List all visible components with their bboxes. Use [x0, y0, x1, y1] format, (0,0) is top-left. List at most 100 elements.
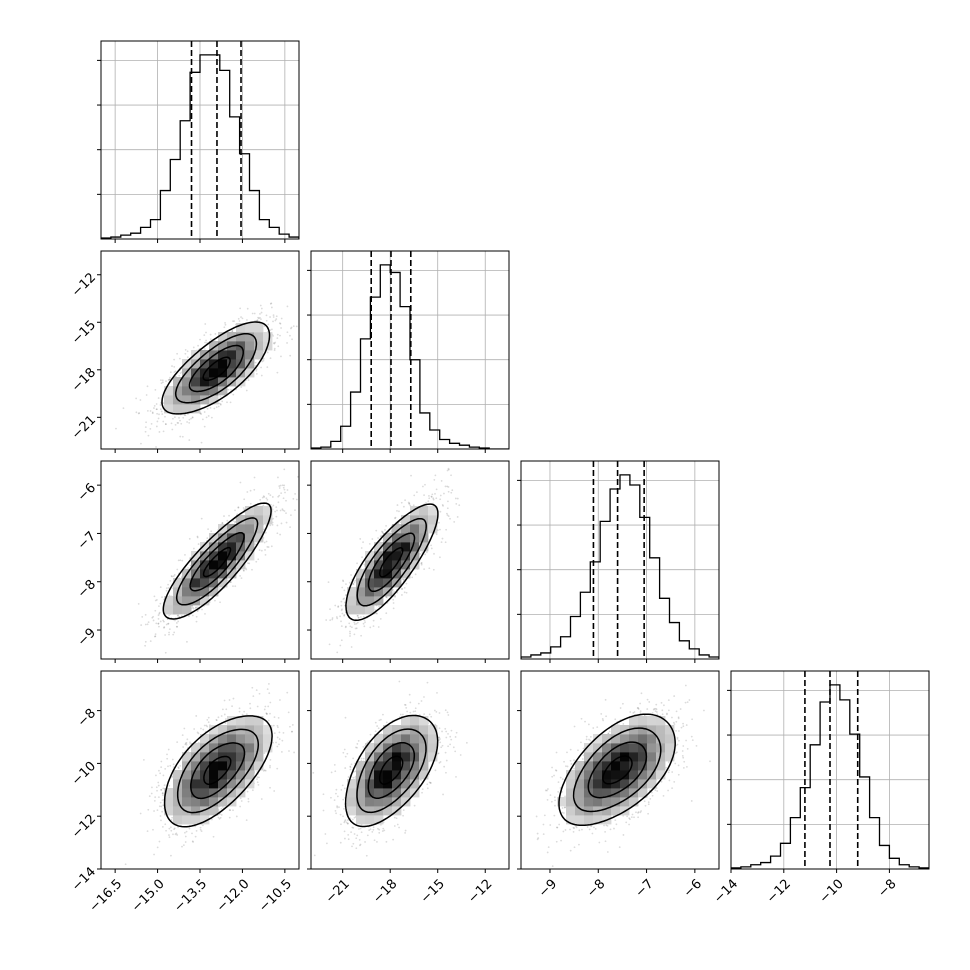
density-cell — [173, 605, 183, 615]
scatter-point — [274, 319, 277, 322]
scatter-point — [381, 531, 384, 533]
scatter-point — [256, 319, 259, 322]
scatter-point — [401, 594, 403, 596]
scatter-point — [267, 546, 270, 548]
scatter-point — [447, 468, 450, 471]
scatter-point — [203, 411, 206, 413]
panel-frame — [730, 670, 930, 870]
density-cell — [245, 350, 255, 360]
scatter-point — [159, 408, 162, 411]
scatter-point — [411, 576, 414, 579]
scatter-point — [405, 591, 408, 594]
scatter-point — [249, 502, 252, 505]
scatter-point — [297, 475, 299, 478]
scatter-point — [264, 531, 267, 534]
scatter-point — [206, 407, 209, 410]
scatter-point — [177, 422, 180, 424]
scatter-point — [357, 616, 360, 619]
scatter-point — [447, 515, 450, 517]
density-cell — [227, 560, 237, 570]
scatter-point — [446, 469, 449, 472]
density-cell — [227, 350, 237, 360]
scatter-point — [155, 425, 158, 428]
scatter-point — [247, 379, 250, 382]
scatter-point — [156, 412, 159, 415]
scatter-point — [290, 326, 293, 329]
scatter-point — [154, 633, 157, 636]
scatter-point — [279, 533, 282, 536]
scatter-point — [360, 547, 363, 549]
scatter-point — [433, 478, 436, 481]
scatter-point — [379, 535, 382, 538]
scatter-point — [445, 528, 448, 531]
scatter-point — [160, 410, 163, 413]
scatter-point — [259, 316, 261, 319]
density-cell — [254, 332, 264, 342]
contour-line — [174, 333, 258, 404]
scatter-point — [186, 640, 188, 643]
scatter-point — [153, 405, 156, 407]
scatter-point — [285, 512, 287, 515]
scatter-point — [385, 596, 388, 599]
scatter-point — [155, 446, 157, 448]
scatter-point — [221, 522, 224, 524]
scatter-point — [251, 568, 253, 571]
scatter-point — [115, 427, 117, 430]
scatter-point — [199, 338, 201, 341]
scatter-point — [450, 491, 453, 494]
scatter-point — [277, 495, 280, 498]
scatter-point — [280, 317, 283, 320]
scatter-point — [167, 587, 170, 589]
scatter-point — [385, 524, 387, 527]
scatter-point — [369, 626, 372, 629]
scatter-point — [343, 613, 346, 616]
scatter-point — [242, 507, 245, 509]
scatter-point — [384, 529, 386, 531]
scatter-point — [154, 635, 157, 638]
scatter-point — [356, 562, 358, 565]
scatter-point — [350, 574, 352, 576]
scatter-point — [177, 559, 180, 562]
scatter-point — [221, 522, 224, 525]
scatter-point — [172, 633, 175, 636]
scatter-point — [430, 547, 433, 550]
scatter-point — [292, 497, 295, 500]
density-cell — [245, 533, 255, 543]
scatter-point — [271, 523, 274, 526]
density-cell — [200, 560, 210, 570]
density-cell — [236, 332, 246, 342]
density-cell — [227, 377, 237, 387]
density-cell — [218, 578, 228, 588]
scatter-point — [276, 371, 279, 374]
scatter-point — [191, 416, 194, 419]
scatter-point — [266, 545, 269, 548]
scatter-point — [441, 537, 444, 540]
scatter-point — [408, 503, 411, 505]
scatter-point — [175, 625, 178, 628]
scatter-point — [289, 327, 292, 330]
scatter-point — [378, 605, 380, 608]
scatter-point — [400, 501, 403, 504]
density-cell — [191, 377, 201, 387]
scatter-point — [209, 406, 212, 409]
scatter-point — [144, 640, 147, 643]
scatter-point — [146, 409, 149, 412]
scatter-point — [256, 319, 259, 322]
density-cell — [191, 587, 201, 597]
scatter-point — [168, 378, 171, 381]
scatter-point — [231, 330, 234, 332]
scatter-point — [157, 622, 160, 625]
scatter-point — [327, 581, 330, 583]
scatter-point — [184, 348, 187, 351]
scatter-point — [423, 494, 425, 497]
scatter-point — [158, 612, 161, 615]
scatter-point — [192, 547, 195, 550]
scatter-panel-1-2 — [310, 460, 510, 660]
scatter-point — [362, 622, 365, 625]
scatter-point — [201, 608, 203, 611]
density-cell — [245, 506, 255, 516]
scatter-point — [161, 381, 164, 384]
scatter-point — [456, 516, 459, 518]
scatter-point — [450, 474, 452, 477]
scatter-point — [360, 634, 362, 637]
